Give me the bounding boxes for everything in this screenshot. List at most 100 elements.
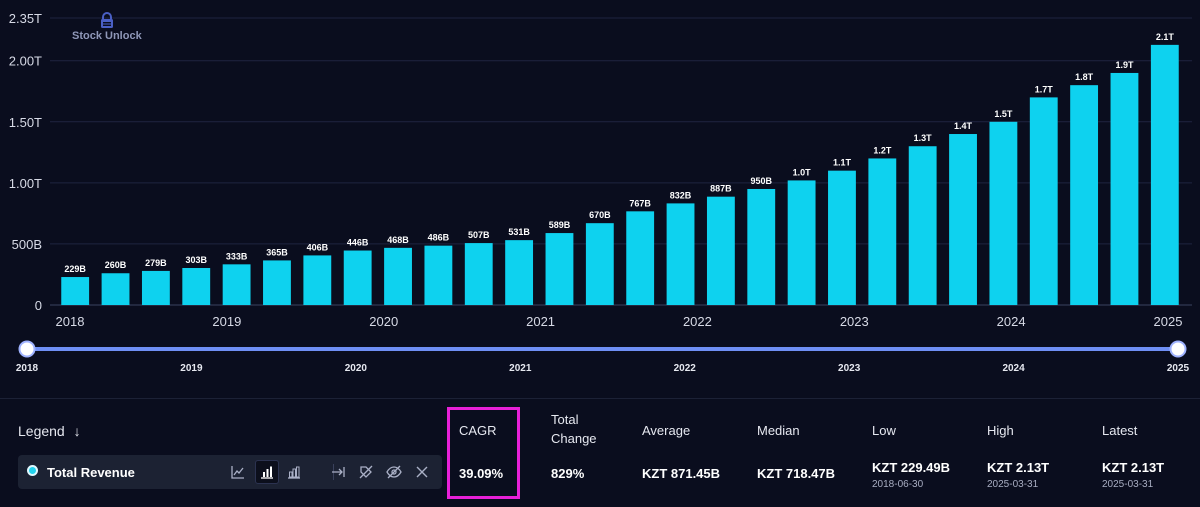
slider-tick-label: 2022 bbox=[674, 363, 697, 374]
stat-total-change-value: 829% bbox=[551, 466, 585, 481]
bar bbox=[1150, 44, 1179, 306]
slider-start-handle[interactable] bbox=[18, 340, 36, 358]
bar bbox=[343, 250, 372, 305]
slider-tick-label: 2019 bbox=[180, 363, 203, 374]
bar-series[interactable]: 229B 260B 279B 303B 333B 365B 406B 446B 468B 486B… bbox=[61, 32, 1179, 306]
y-tick-label: 1.50T bbox=[9, 115, 42, 130]
stat-latest-label: Latest bbox=[1102, 423, 1138, 438]
bar-data-label: 1.7T bbox=[1035, 84, 1054, 94]
bar bbox=[141, 270, 170, 305]
bar bbox=[222, 264, 251, 305]
bar-data-label: 887B bbox=[710, 184, 732, 194]
bar-data-label: 1.1T bbox=[833, 158, 852, 168]
slider-tick-label: 2023 bbox=[838, 363, 861, 374]
bar bbox=[1110, 72, 1139, 305]
bar-data-label: 2.1T bbox=[1156, 32, 1175, 42]
y-tick-label: 500B bbox=[12, 237, 42, 252]
bar-data-label: 446B bbox=[347, 238, 369, 248]
slider-tick-label: 2021 bbox=[509, 363, 532, 374]
stat-average-value: KZT 871.45B bbox=[642, 466, 721, 481]
x-tick-label: 2025 bbox=[1154, 314, 1183, 329]
bar-data-label: 333B bbox=[226, 251, 248, 261]
legend-item-label: Total Revenue bbox=[47, 465, 135, 480]
bar-data-label: 260B bbox=[105, 260, 127, 270]
y-tick-label: 2.00T bbox=[9, 54, 42, 69]
y-tick-label: 0 bbox=[35, 298, 42, 313]
stacked-bar-icon[interactable] bbox=[284, 462, 304, 482]
revenue-bar-chart: 0 500B 1.00T 1.50T 2.00T 2.35T 229B 260B 279B 30… bbox=[9, 11, 1192, 375]
bar-data-label: 1.9T bbox=[1115, 60, 1134, 70]
bar-data-label: 507B bbox=[468, 230, 490, 240]
slider-tick-label: 2020 bbox=[345, 363, 368, 374]
bar-chart-icon[interactable] bbox=[255, 460, 279, 484]
stat-total-change-label: Total Change bbox=[551, 412, 597, 446]
stat-low-value: KZT 229.49B bbox=[872, 460, 951, 475]
bar-data-label: 1.3T bbox=[914, 133, 933, 143]
bar bbox=[868, 158, 897, 305]
bar bbox=[747, 188, 776, 305]
stat-cagr-value: 39.09% bbox=[459, 466, 504, 481]
bar bbox=[101, 273, 130, 305]
bar bbox=[989, 121, 1018, 306]
bar bbox=[61, 277, 90, 305]
bar bbox=[585, 223, 614, 305]
bar bbox=[303, 255, 332, 305]
bar-data-label: 1.0T bbox=[793, 167, 812, 177]
stat-cagr-label: CAGR bbox=[459, 423, 497, 438]
bar bbox=[263, 260, 291, 305]
legend-header[interactable]: Legend ↓ bbox=[18, 423, 81, 439]
bar bbox=[1070, 85, 1099, 305]
bar-data-label: 229B bbox=[64, 264, 86, 274]
x-tick-label: 2023 bbox=[840, 314, 869, 329]
bar bbox=[787, 180, 816, 305]
line-chart-icon[interactable] bbox=[228, 462, 248, 482]
stats-panel: Legend ↓ Total Revenue CAGR 39.09% bbox=[0, 398, 1200, 507]
close-icon[interactable] bbox=[412, 462, 432, 482]
y-tick-label: 1.00T bbox=[9, 176, 42, 191]
bar-data-label: 1.4T bbox=[954, 121, 973, 131]
bar bbox=[505, 240, 534, 305]
x-tick-label: 2018 bbox=[56, 314, 85, 329]
stat-high-date: 2025-03-31 bbox=[987, 479, 1039, 490]
lock-logo-icon bbox=[100, 12, 114, 28]
bar-data-label: 832B bbox=[670, 190, 692, 200]
arrow-right-bar-icon[interactable] bbox=[328, 462, 348, 482]
bar-data-label: 1.2T bbox=[873, 145, 892, 155]
bar-data-label: 1.8T bbox=[1075, 72, 1094, 82]
eye-off-icon[interactable] bbox=[384, 462, 404, 482]
range-slider[interactable]: 2018 2025 2019 2020 2021 2022 2023 2024 bbox=[16, 340, 1190, 375]
bar-data-label: 406B bbox=[307, 242, 329, 252]
bar-data-label: 589B bbox=[549, 220, 571, 230]
bar bbox=[949, 134, 977, 305]
stat-latest-date: 2025-03-31 bbox=[1102, 479, 1154, 490]
bar bbox=[666, 203, 695, 305]
cagr-highlight-box bbox=[447, 407, 520, 499]
y-tick-label: 2.35T bbox=[9, 11, 42, 26]
legend-title: Legend bbox=[18, 423, 65, 439]
watermark-text: Stock Unlock bbox=[72, 30, 142, 42]
bar bbox=[545, 233, 574, 305]
bar-data-label: 365B bbox=[266, 247, 288, 257]
bar bbox=[1029, 97, 1058, 305]
legend-item-total-revenue[interactable]: Total Revenue bbox=[18, 455, 442, 489]
x-axis-ticks: 2018 2019 2020 2021 2022 2023 2024 2025 bbox=[56, 314, 1183, 329]
bar-data-label: 670B bbox=[589, 210, 611, 220]
bar bbox=[464, 243, 493, 305]
slider-start-label: 2018 bbox=[16, 363, 39, 374]
bar-data-label: 486B bbox=[428, 233, 450, 243]
slider-end-handle[interactable] bbox=[1169, 340, 1187, 358]
bar bbox=[706, 196, 735, 305]
bar-data-label: 303B bbox=[185, 255, 207, 265]
tag-off-icon[interactable] bbox=[356, 462, 376, 482]
stock-unlock-watermark: Stock Unlock bbox=[72, 12, 142, 42]
grid-lines bbox=[50, 17, 1192, 306]
x-tick-label: 2021 bbox=[526, 314, 555, 329]
x-tick-label: 2019 bbox=[212, 314, 241, 329]
bar-data-label: 279B bbox=[145, 258, 167, 268]
bar bbox=[182, 267, 211, 305]
bar-data-label: 468B bbox=[387, 235, 409, 245]
bar bbox=[424, 245, 453, 305]
x-tick-label: 2022 bbox=[683, 314, 712, 329]
bar bbox=[908, 146, 937, 305]
stat-low-label: Low bbox=[872, 423, 896, 438]
